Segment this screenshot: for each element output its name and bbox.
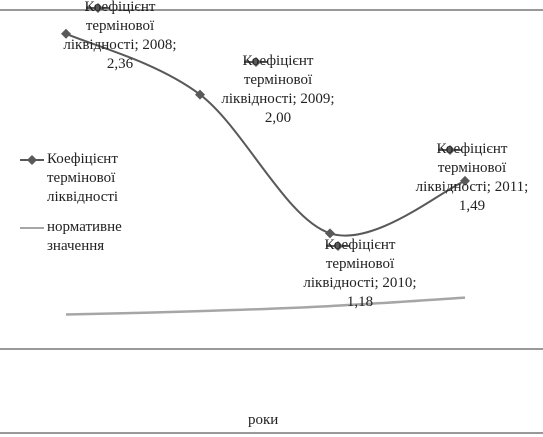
marker: [325, 228, 335, 239]
data-label: Коефіцієнт термінової ліквідності; 2008;…: [63, 0, 177, 72]
data-label: Коефіцієнт термінової ліквідності; 2009;…: [221, 53, 335, 126]
legend-label: Коефіцієнт термінової ліквідності: [47, 151, 119, 205]
marker: [195, 89, 205, 100]
marker: [460, 175, 470, 186]
line: [65, 32, 466, 237]
legend-key: [27, 155, 37, 165]
x-axis-title: роки: [248, 412, 279, 428]
line: [65, 296, 466, 316]
data-label: Коефіцієнт термінової ліквідності; 2011;…: [415, 141, 529, 214]
data-label: Коефіцієнт термінової ліквідності; 2010;…: [303, 237, 417, 310]
marker: [61, 28, 71, 39]
legend-label: нормативне значення: [47, 219, 122, 254]
